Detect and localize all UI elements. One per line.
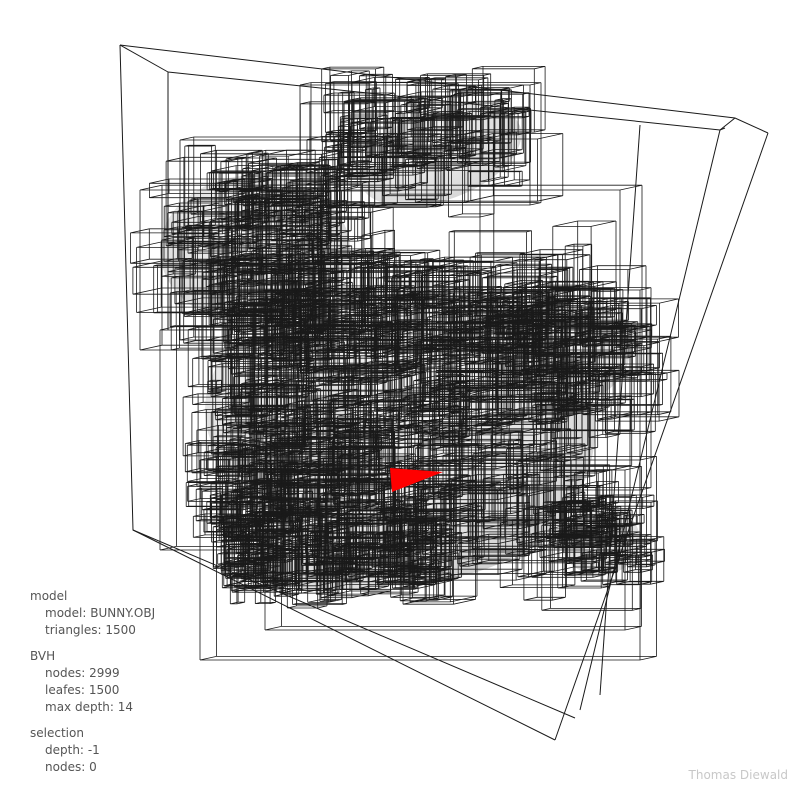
bvh-node-box	[347, 145, 372, 163]
bvh-node-box	[220, 492, 247, 535]
bvh-node-box	[203, 448, 254, 476]
bvh-node-box	[171, 215, 251, 235]
author-credit: Thomas Diewald	[688, 768, 788, 782]
bvh-node-box	[253, 555, 288, 588]
bvh-max-depth-label: max depth:	[45, 700, 114, 714]
bvh-node-box	[579, 265, 647, 342]
bvh-node-box	[457, 538, 521, 565]
bvh-node-box	[405, 158, 439, 201]
model-heading: model	[30, 589, 68, 603]
bvh-node-box	[623, 514, 645, 525]
bvh-node-box	[299, 82, 542, 206]
bvh-root-box	[119, 44, 769, 741]
bvh-node-box	[227, 480, 268, 492]
selection-depth-label: depth:	[45, 743, 84, 757]
bvh-node-box	[272, 291, 373, 381]
bvh-node-box	[323, 92, 395, 114]
bvh-node-box	[453, 92, 530, 119]
bvh-node-box	[317, 327, 355, 359]
model-name-value: BUNNY.OBJ	[90, 606, 156, 620]
bvh-node-box	[397, 287, 414, 302]
bvh-section: BVH nodes: 2999 leafes: 1500 max depth: …	[30, 648, 155, 716]
bvh-node-box	[268, 482, 312, 502]
bvh-node-box	[471, 295, 591, 324]
bvh-leafes-label: leafes:	[45, 683, 85, 697]
bvh-node-box	[466, 314, 592, 340]
bvh-node-box	[593, 512, 618, 539]
bvh-node-box	[304, 479, 377, 508]
bvh-node-box	[229, 437, 253, 468]
selection-depth-row: depth: -1	[45, 742, 155, 759]
selection-depth-value: -1	[87, 743, 100, 757]
bvh-node-box	[487, 269, 569, 362]
bvh-node-box	[412, 522, 434, 541]
bvh-node-box	[139, 184, 643, 351]
bvh-node-box	[264, 466, 642, 631]
bvh-node-box	[597, 395, 632, 420]
bvh-leafes-row: leafes: 1500	[45, 682, 155, 699]
bvh-node-box	[564, 243, 593, 304]
info-panel: model model: BUNNY.OBJ triangles: 1500 B…	[30, 588, 155, 785]
bvh-node-box	[347, 375, 412, 431]
bvh-node-box	[490, 296, 556, 375]
bvh-node-box	[214, 404, 288, 416]
bvh-node-box	[159, 326, 647, 551]
bvh-node-box	[377, 570, 427, 586]
model-section: model model: BUNNY.OBJ triangles: 1500	[30, 588, 155, 639]
bvh-leafes-value: 1500	[88, 683, 120, 697]
bvh-node-box	[296, 376, 362, 408]
triangles-label: triangles:	[45, 623, 102, 637]
bvh-node-box	[149, 178, 246, 199]
model-name-label: model:	[45, 606, 87, 620]
bvh-node-box	[319, 256, 368, 326]
bvh-node-box	[449, 287, 652, 491]
selection-nodes-label: nodes:	[45, 760, 86, 774]
triangles-value: 1500	[105, 623, 136, 637]
bvh-node-box	[286, 557, 328, 609]
bvh-node-box	[199, 456, 657, 661]
selection-nodes-row: nodes: 0	[45, 759, 155, 776]
bvh-node-box	[202, 270, 255, 358]
bvh-node-box	[400, 492, 442, 546]
selected-triangle[interactable]	[390, 468, 443, 492]
bvh-node-box	[328, 435, 392, 491]
selection-section: selection depth: -1 nodes: 0	[30, 725, 155, 776]
bvh-node-box	[259, 521, 302, 531]
bvh-node-box	[348, 97, 425, 176]
bvh-node-box	[370, 117, 431, 158]
selection-nodes-value: 0	[89, 760, 97, 774]
bvh-node-box	[422, 523, 450, 555]
bvh-node-box	[298, 512, 353, 543]
bvh-node-box	[255, 271, 282, 284]
bvh-node-box	[203, 508, 242, 533]
bvh-node-box	[297, 399, 324, 454]
bvh-node-box	[185, 481, 229, 507]
bvh-node-box	[373, 428, 473, 444]
bvh-max-depth-row: max depth: 14	[45, 699, 155, 716]
bvh-heading: BVH	[30, 649, 56, 663]
bvh-node-box	[574, 529, 598, 559]
bvh-node-boxes	[130, 66, 680, 661]
bvh-node-box	[473, 306, 525, 317]
bvh-nodes-row: nodes: 2999	[45, 665, 155, 682]
bvh-node-box	[392, 565, 418, 589]
bvh-nodes-label: nodes:	[45, 666, 86, 680]
bvh-max-depth-value: 14	[117, 700, 134, 714]
bvh-node-box	[384, 265, 462, 283]
bvh-node-box	[179, 136, 495, 341]
bvh-node-box	[238, 194, 285, 222]
triangles-row: triangles: 1500	[45, 622, 155, 639]
bvh-nodes-value: 2999	[89, 666, 120, 680]
selection-heading: selection	[30, 726, 84, 740]
bvh-node-box	[252, 460, 286, 499]
bvh-node-box	[534, 254, 591, 302]
bvh-node-box	[428, 560, 453, 601]
model-name-row: model: BUNNY.OBJ	[45, 605, 155, 622]
bvh-node-box	[506, 443, 586, 478]
bvh-node-box	[616, 536, 665, 585]
